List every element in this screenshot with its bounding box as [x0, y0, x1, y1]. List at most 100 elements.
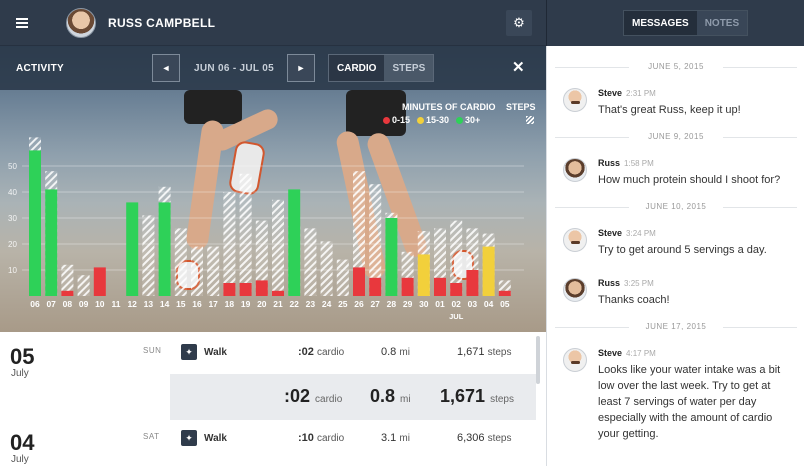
legend-label: 0-15: [392, 115, 411, 125]
x-tick-label: 30: [419, 299, 429, 309]
menu-icon: [16, 17, 28, 28]
prev-range-button[interactable]: ◄: [152, 54, 180, 82]
steps-value: 1,671 steps: [457, 346, 512, 358]
message-text: That's great Russ, keep it up!: [598, 104, 741, 116]
y-tick-label: 20: [8, 240, 17, 249]
x-tick-label: 07: [46, 299, 56, 309]
steps-bar: [191, 246, 203, 296]
x-tick-label: 14: [160, 299, 170, 309]
message-time: 3:25 PM: [624, 279, 654, 288]
author-name: Steve: [598, 88, 623, 98]
x-tick-label: 18: [225, 299, 235, 309]
tab-cardio[interactable]: CARDIO: [329, 55, 385, 81]
tab-notes[interactable]: NOTES: [696, 11, 748, 35]
right-panel-tabs: MESSAGES NOTES: [623, 10, 749, 36]
next-range-button[interactable]: ►: [287, 54, 315, 82]
menu-button[interactable]: [0, 0, 44, 46]
steps-bar: [272, 199, 284, 296]
tab-messages[interactable]: MESSAGES: [624, 11, 697, 35]
x-tick-label: 04: [484, 299, 494, 309]
summary-steps-value: 1,671: [440, 386, 486, 406]
distance-unit: mi: [399, 347, 410, 358]
day-number: 05: [10, 344, 35, 369]
author-name: Russ: [598, 278, 621, 288]
steps-number: 1,671: [457, 346, 485, 358]
day-row[interactable]: 04 July SAT ✦ Walk :10 cardio 3.1 mi 6,3…: [0, 424, 546, 466]
author-name: Steve: [598, 228, 623, 238]
cardio-bar: [498, 290, 511, 296]
x-tick-label: 12: [127, 299, 137, 309]
day-month: July: [11, 454, 29, 465]
cardio-minutes: :10: [298, 432, 314, 444]
steps-bar: [223, 192, 236, 296]
x-tick-label: 06: [30, 299, 40, 309]
summary-cardio: :02 cardio: [284, 386, 342, 407]
cardio-unit: cardio: [316, 347, 345, 358]
cardio-bar: [401, 277, 414, 296]
steps-unit: steps: [487, 433, 512, 444]
distance-number: 0.8: [381, 346, 397, 358]
legend-steps-label: STEPS: [506, 102, 536, 112]
y-tick-label: 10: [8, 266, 17, 275]
cardio-bar: [45, 189, 58, 296]
summary-cardio-unit: cardio: [315, 394, 343, 405]
x-tick-label: 02: [451, 299, 461, 309]
message-author: Russ 3:25 PM: [598, 278, 654, 288]
avatar: [563, 158, 587, 182]
steps-hatch-swatch: [526, 116, 534, 124]
x-tick-label: 20: [257, 299, 267, 309]
x-tick-label: 05: [500, 299, 510, 309]
legend: 0-15 15-30 30+: [383, 115, 480, 125]
right-panel-header: MESSAGES NOTES: [546, 0, 804, 46]
message-text: Try to get around 5 servings a day.: [598, 244, 767, 256]
steps-value: 6,306 steps: [457, 432, 512, 444]
list-scrollbar[interactable]: [536, 336, 540, 384]
legend-item-30-plus: 30+: [456, 115, 480, 125]
cardio-bar: [353, 267, 365, 296]
cardio-bar: [126, 202, 139, 296]
gear-icon: ⚙: [513, 15, 525, 30]
message-text: How much protein should I shoot for?: [598, 174, 781, 186]
cardio-bar: [288, 189, 301, 296]
activity-name[interactable]: Walk: [204, 347, 227, 358]
close-button[interactable]: ✕: [512, 58, 525, 76]
x-tick-label: 25: [338, 299, 348, 309]
cardio-bar: [239, 283, 252, 296]
day-month: July: [11, 368, 29, 379]
x-tick-label: 01: [435, 299, 445, 309]
distance-value: 3.1 mi: [381, 432, 410, 444]
day-of-week: SAT: [143, 432, 160, 441]
x-tick-label: 11: [112, 299, 121, 309]
x-tick-label: 27: [370, 299, 380, 309]
cardio-bar: [369, 277, 382, 296]
steps-bar: [353, 171, 365, 296]
message-time: 3:24 PM: [626, 229, 656, 238]
steps-bar: [304, 228, 317, 296]
date-separator: JUNE 9, 2015: [547, 132, 804, 141]
x-tick-label: 03: [468, 299, 478, 309]
tab-steps[interactable]: STEPS: [384, 55, 434, 81]
message-author: Steve 3:24 PM: [598, 228, 656, 238]
day-of-week: SUN: [143, 346, 162, 355]
cardio-bar: [255, 280, 268, 296]
steps-bar: [450, 220, 463, 296]
x-tick-label: 15: [176, 299, 186, 309]
x-tick-label: 29: [403, 299, 413, 309]
day-number: 04: [10, 430, 35, 455]
day-row[interactable]: 05 July SUN ✦ Walk :02 cardio 0.8 mi 1,6…: [0, 332, 546, 424]
date-separator: JUNE 17, 2015: [547, 322, 804, 331]
y-tick-label: 40: [8, 188, 17, 197]
author-name: Steve: [598, 348, 623, 358]
summary-steps-unit: steps: [490, 394, 514, 405]
top-header: RUSS CAMPBELL ⚙: [0, 0, 546, 46]
settings-button[interactable]: ⚙: [506, 10, 532, 36]
avatar: [563, 278, 587, 302]
user-avatar[interactable]: [66, 7, 96, 38]
month-marker-label: JUL: [449, 312, 464, 321]
x-tick-label: 22: [289, 299, 299, 309]
left-arrow-icon: ◄: [161, 63, 171, 73]
legend-label: 30+: [465, 115, 481, 125]
cardio-bar: [93, 267, 106, 296]
activity-name[interactable]: Walk: [204, 433, 227, 444]
x-tick-label: 26: [354, 299, 364, 309]
